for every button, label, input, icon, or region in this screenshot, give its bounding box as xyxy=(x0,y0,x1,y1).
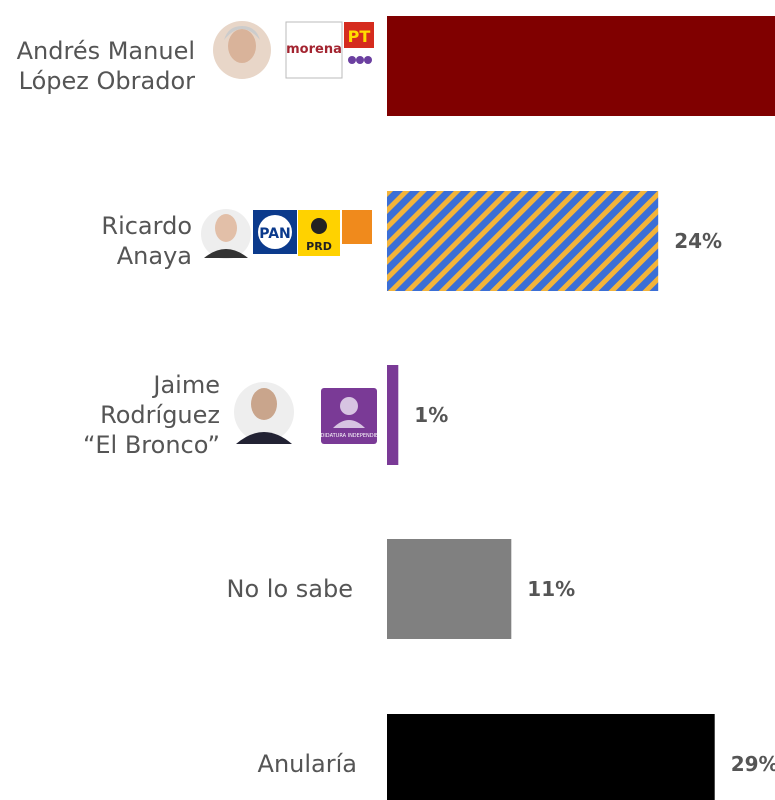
candidate-photo xyxy=(213,21,271,79)
candidate-photo xyxy=(234,382,294,444)
bar xyxy=(387,191,658,291)
candidate-photo xyxy=(201,209,251,259)
party-logo: PAN PRD xyxy=(253,210,372,256)
category-label: Andrés Manuel xyxy=(17,37,195,65)
value-label: 11% xyxy=(527,577,575,601)
category-label: Ricardo xyxy=(101,212,192,240)
chart: morena PT PAN PRD CANDIDATURA INDEPENDIE… xyxy=(0,0,775,800)
category-label: Anularía xyxy=(258,750,357,778)
bar xyxy=(387,16,775,116)
category-label: Rodríguez xyxy=(100,401,220,429)
value-label: 29% xyxy=(731,752,775,776)
category-label: “El Bronco” xyxy=(83,431,220,459)
bar xyxy=(387,714,715,800)
logo-text: PRD xyxy=(306,240,332,253)
logo-text: CANDIDATURA INDEPENDIENTE xyxy=(310,433,388,439)
category-label: No lo sabe xyxy=(227,575,353,603)
logo-text: PAN xyxy=(259,226,291,242)
party-logo: CANDIDATURA INDEPENDIENTE xyxy=(310,388,388,444)
logo-text: PT xyxy=(348,27,371,46)
party-logo: morena PT xyxy=(286,22,374,78)
category-label: Anaya xyxy=(117,242,192,270)
bar xyxy=(387,365,398,465)
category-label: Jaime xyxy=(151,371,220,399)
bar xyxy=(387,539,511,639)
value-label: 24% xyxy=(674,229,722,253)
category-label: López Obrador xyxy=(19,67,195,95)
value-label: 1% xyxy=(414,403,448,427)
logo-text: morena xyxy=(286,42,342,57)
